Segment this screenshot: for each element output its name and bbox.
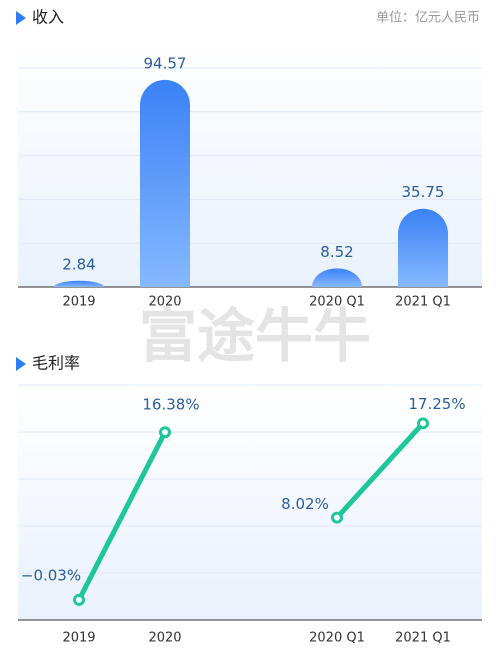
x-tick-label: 2020 Q1 — [309, 631, 365, 646]
bar — [398, 208, 448, 287]
value-label: 17.25% — [408, 395, 465, 413]
panel-bg — [18, 385, 482, 620]
point — [331, 511, 343, 524]
line — [76, 420, 426, 603]
bar — [140, 79, 190, 287]
value-label: 94.57 — [144, 54, 187, 72]
x-tick-label: 2019 — [62, 631, 95, 646]
chart-title: 收入 — [32, 8, 64, 27]
point — [73, 593, 85, 606]
title-marker — [16, 357, 26, 371]
chart-subtitle: 单位：亿元人民币 — [376, 11, 480, 26]
value-label: 35.75 — [402, 183, 445, 201]
bar — [54, 280, 104, 287]
value-label: 8.52 — [320, 243, 353, 261]
value-label: −0.03% — [21, 566, 81, 584]
value-label: 2.84 — [62, 255, 95, 273]
x-tick-label: 2020 — [148, 295, 181, 310]
x-tick-label: 2019 — [62, 295, 95, 310]
watermark: 富途牛牛 — [139, 302, 371, 370]
point — [417, 417, 429, 430]
point — [159, 426, 171, 439]
x-tick-label: 2021 Q1 — [395, 295, 451, 310]
x-tick-label: 2020 — [148, 631, 181, 646]
x-tick-label: 2021 Q1 — [395, 631, 451, 646]
chart-title: 毛利率 — [32, 354, 80, 373]
x-tick-label: 2020 Q1 — [309, 295, 365, 310]
bar — [312, 268, 362, 287]
value-label: 8.02% — [281, 495, 329, 513]
value-label: 16.38% — [142, 396, 199, 414]
title-marker — [16, 11, 26, 25]
